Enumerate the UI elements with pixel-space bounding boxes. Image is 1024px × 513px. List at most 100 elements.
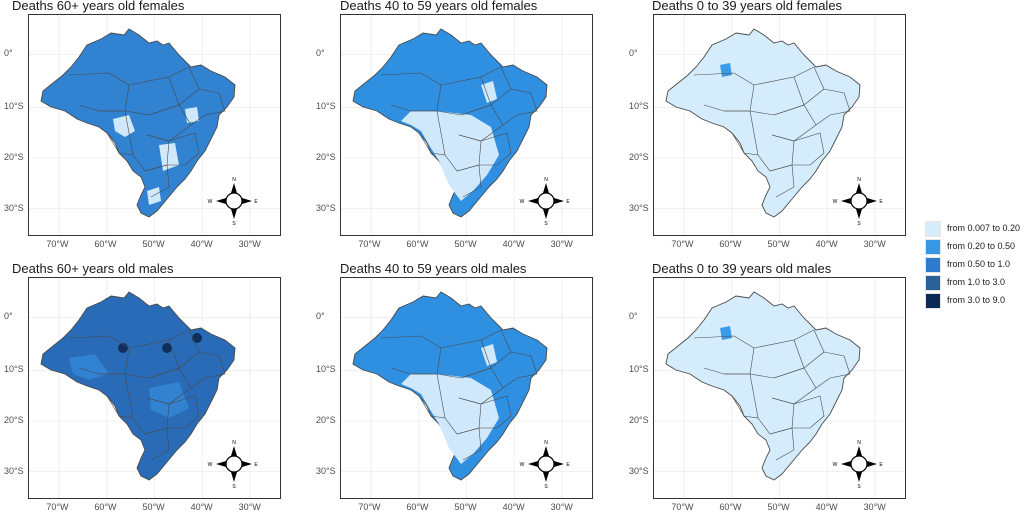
legend-item: from 3.0 to 9.0 <box>925 293 1024 311</box>
x-tick-label: 30°W <box>863 502 886 512</box>
state-border <box>380 72 442 112</box>
x-tick-label: 40°W <box>190 502 213 512</box>
brazil-map: N S E W <box>29 15 280 235</box>
state-border <box>502 351 538 389</box>
state-border <box>792 132 825 166</box>
panel-title: Deaths 0 to 39 years old males <box>652 261 832 276</box>
legend-swatch <box>925 257 941 273</box>
municipality-region <box>149 382 189 418</box>
compass-label: N <box>232 440 236 446</box>
x-tick-label: 70°W <box>358 239 381 249</box>
state-border <box>693 72 755 112</box>
state-border <box>144 164 170 198</box>
map-panel: N S E W <box>653 14 906 236</box>
x-tick-label: 30°W <box>863 239 886 249</box>
y-tick-label: 20°S <box>316 152 336 163</box>
compass-rose-icon: N S E W <box>520 177 571 227</box>
state-border <box>815 351 851 389</box>
compass-label: N <box>232 177 236 183</box>
x-tick-label: 60°W <box>94 239 117 249</box>
compass-label: E <box>879 462 883 468</box>
legend-swatch <box>925 275 941 291</box>
x-tick-label: 50°W <box>142 239 165 249</box>
compass-label: W <box>208 199 213 205</box>
compass-label: W <box>833 462 838 468</box>
municipality-region <box>69 354 109 380</box>
y-tick-label: 20°S <box>4 415 24 426</box>
x-tick-label: 60°W <box>406 239 429 249</box>
y-tick-label: 0° <box>629 310 638 321</box>
x-tick-label: 60°W <box>719 239 742 249</box>
y-tick-label: 30°S <box>4 466 24 477</box>
panel-title: Deaths 40 to 59 years old males <box>340 261 527 276</box>
legend-swatch <box>925 221 941 237</box>
y-tick-label: 10°S <box>4 364 24 375</box>
x-tick-label: 50°W <box>454 239 477 249</box>
y-tick-label: 10°S <box>4 101 24 112</box>
compass-label: W <box>520 199 525 205</box>
state-border <box>793 66 825 106</box>
state-border <box>68 72 130 112</box>
map-panel: N S E W <box>28 14 281 236</box>
municipality-region <box>720 63 732 77</box>
state-border <box>456 164 482 198</box>
state-border <box>167 132 200 166</box>
compass-label: S <box>857 484 861 490</box>
municipality-region <box>481 81 497 103</box>
compass-label: S <box>232 221 236 227</box>
municipality-region <box>185 107 199 123</box>
state-border <box>380 335 442 375</box>
compass-rose-icon: N S E W <box>208 440 259 490</box>
compass-label: N <box>857 440 861 446</box>
legend-label: from 0.007 to 0.20 <box>947 223 1021 233</box>
state-border <box>168 66 200 106</box>
state-border <box>724 110 759 156</box>
compass-rose-icon: N S E W <box>520 440 571 490</box>
legend-label: from 0.20 to 0.50 <box>947 241 1016 251</box>
state-border <box>724 373 759 419</box>
y-tick-label: 0° <box>629 47 638 58</box>
compass-label: E <box>566 199 570 205</box>
brazil-map: N S E W <box>29 278 280 498</box>
y-tick-label: 30°S <box>4 203 24 214</box>
state-border <box>456 427 482 461</box>
compass-label: N <box>544 177 548 183</box>
state-border <box>411 110 446 156</box>
state-border <box>792 395 825 429</box>
compass-label: E <box>566 462 570 468</box>
map-panel: N S E W <box>28 277 281 499</box>
brazil-outline <box>665 291 861 481</box>
compass-rose-icon: N S E W <box>833 440 884 490</box>
y-tick-label: 30°S <box>316 466 336 477</box>
state-border <box>168 329 200 369</box>
state-border <box>144 427 170 461</box>
x-tick-label: 50°W <box>767 502 790 512</box>
legend-label: from 1.0 to 3.0 <box>947 277 1006 287</box>
x-tick-label: 40°W <box>190 239 213 249</box>
municipality-region <box>401 374 499 464</box>
y-tick-label: 20°S <box>316 415 336 426</box>
compass-label: W <box>520 462 525 468</box>
legend-item: from 0.007 to 0.20 <box>925 221 1024 239</box>
y-tick-label: 0° <box>316 310 325 321</box>
brazil-outline <box>40 291 236 481</box>
x-tick-label: 30°W <box>550 502 573 512</box>
legend-swatch <box>925 293 941 309</box>
brazil-outline <box>40 28 236 218</box>
compass-label: S <box>544 484 548 490</box>
x-tick-label: 40°W <box>502 502 525 512</box>
compass-label: S <box>857 221 861 227</box>
municipality-region <box>401 111 499 201</box>
y-tick-label: 10°S <box>629 101 649 112</box>
state-border <box>479 395 512 429</box>
y-tick-label: 20°S <box>629 152 649 163</box>
x-tick-label: 70°W <box>671 239 694 249</box>
state-border <box>167 395 200 429</box>
map-panel: N S E W <box>340 14 593 236</box>
brazil-outline <box>665 28 861 218</box>
map-panel: N S E W <box>653 277 906 499</box>
compass-label: E <box>254 199 258 205</box>
x-tick-label: 50°W <box>142 502 165 512</box>
y-tick-label: 20°S <box>629 415 649 426</box>
x-tick-label: 50°W <box>767 239 790 249</box>
